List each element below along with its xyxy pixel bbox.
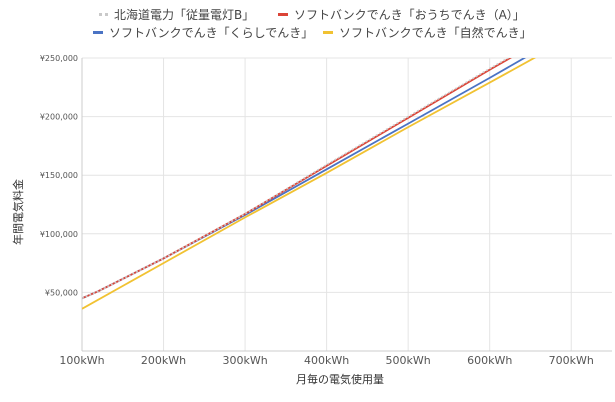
legend-item[interactable]: ソフトバンクでんき「自然でんき」 [323,25,532,40]
x-tick-label: 200kWh [141,354,186,367]
x-tick-label: 100kWh [59,354,104,367]
y-tick-label: ¥250,000 [40,54,78,63]
legend-label: ソフトバンクでんき「くらしでんき」 [109,26,313,40]
y-axis-ticks: ¥50,000 ¥100,000 ¥150,000 ¥200,000 ¥250,000 [40,54,78,297]
legend-swatch [105,13,108,16]
legend-label: ソフトバンクでんき「おうちでんき（A）」 [294,8,525,22]
y-axis-title: 年間電気料金 [11,179,25,245]
y-tick-label: ¥150,000 [40,171,78,180]
x-tick-label: 500kWh [386,354,431,367]
legend-item[interactable]: ソフトバンクでんき「おうちでんき（A）」 [278,8,525,22]
y-tick-label: ¥50,000 [45,288,78,297]
x-tick-label: 400kWh [304,354,349,367]
legend-item[interactable]: 北海道電力「従量電灯B」 [99,7,254,22]
legend: 北海道電力「従量電灯B」 ソフトバンクでんき「おうちでんき（A）」 ソフトバンク… [93,7,532,40]
y-tick-label: ¥100,000 [40,230,78,239]
x-axis-title: 月毎の電気使用量 [296,372,384,386]
series-line [82,58,510,300]
legend-swatch [278,13,288,16]
gridlines [81,57,612,352]
legend-swatch [323,31,333,34]
series-lines [82,58,537,310]
x-tick-label: 600kWh [467,354,512,367]
legend-swatch [93,31,103,34]
x-axis-ticks: 100kWh 200kWh 300kWh 400kWh 500kWh 600kWh 700k… [59,354,593,367]
x-tick-label: 300kWh [222,354,267,367]
legend-label: 北海道電力「従量電灯B」 [114,7,254,22]
legend-item[interactable]: ソフトバンクでんき「くらしでんき」 [93,26,313,40]
legend-label: ソフトバンクでんき「自然でんき」 [339,25,532,40]
y-tick-label: ¥200,000 [40,113,78,122]
series-line [82,58,537,310]
x-tick-label: 700kWh [549,354,594,367]
legend-swatch [99,13,102,16]
